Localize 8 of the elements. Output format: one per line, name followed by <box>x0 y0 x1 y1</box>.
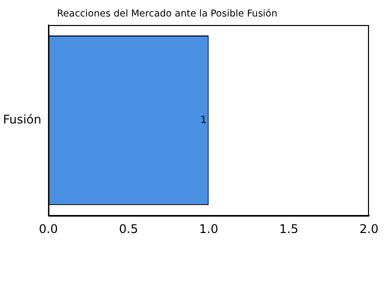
data-label: 1 <box>200 114 207 126</box>
chart-title: Reacciones del Mercado ante la Posible Fusión <box>57 8 278 20</box>
x-tick-label: 1.0 <box>199 222 218 236</box>
x-tick-label: 0.0 <box>38 222 58 236</box>
x-tick-label: 2.0 <box>359 222 379 236</box>
y-tick-label: Fusión <box>2 112 42 126</box>
x-tick-label: 1.5 <box>279 222 298 236</box>
x-tick-label: 0.5 <box>118 222 138 236</box>
